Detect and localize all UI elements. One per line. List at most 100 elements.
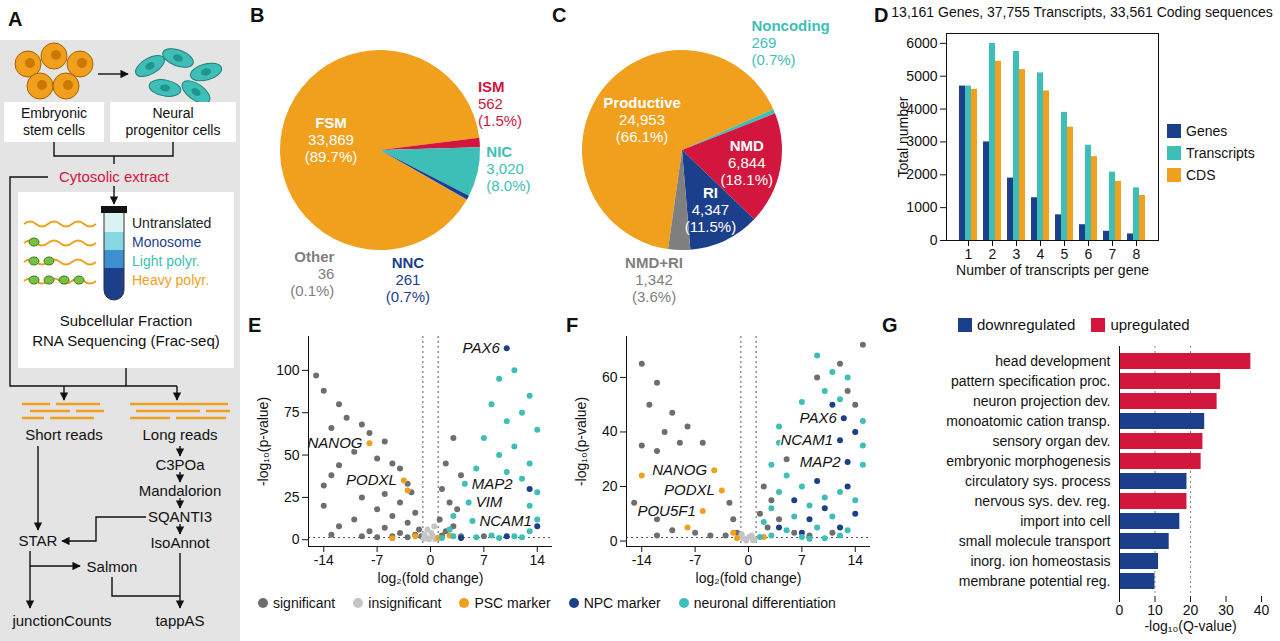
svg-text:tappAS: tappAS (155, 612, 204, 629)
svg-text:5000: 5000 (906, 68, 937, 84)
svg-text:14: 14 (847, 552, 863, 568)
svg-text:40: 40 (602, 423, 618, 439)
svg-text:50: 50 (284, 447, 300, 463)
svg-text:NMD+RI1,342(3.6%): NMD+RI1,342(3.6%) (625, 254, 683, 305)
svg-text:-7: -7 (689, 552, 702, 568)
svg-text:NCAM1: NCAM1 (780, 431, 833, 448)
svg-text:3: 3 (1013, 246, 1021, 262)
svg-text:Total number: Total number (895, 96, 911, 177)
svg-text:MAP2: MAP2 (800, 453, 842, 470)
svg-text:10: 10 (1147, 602, 1163, 618)
svg-text:-14: -14 (314, 552, 334, 568)
svg-text:Heavy polyr.: Heavy polyr. (132, 272, 209, 288)
svg-text:Subcellular Fraction: Subcellular Fraction (60, 312, 193, 329)
svg-text:Cytosolic extract: Cytosolic extract (59, 168, 170, 185)
svg-text:1: 1 (965, 246, 973, 262)
svg-text:NCAM1: NCAM1 (479, 512, 532, 529)
svg-text:Untranslated: Untranslated (132, 215, 211, 231)
svg-text:Other36(0.1%): Other36(0.1%) (290, 248, 334, 299)
svg-text:-log₁₀(p-value): -log₁₀(p-value) (255, 397, 271, 486)
svg-text:8: 8 (1133, 246, 1141, 262)
svg-text:6000: 6000 (906, 35, 937, 51)
html-text:D13,161 Genes, 37,755 Transcri: D13,161 Genes, 37,755 Transcripts, 33,56… (874, 4, 1273, 26)
svg-text:Monosome: Monosome (132, 234, 201, 250)
svg-text:Neural: Neural (152, 105, 193, 121)
svg-text:VIM: VIM (476, 493, 503, 510)
svg-text:PAX6: PAX6 (463, 339, 501, 356)
svg-text:0: 0 (427, 552, 435, 568)
svg-text:stem cells: stem cells (23, 122, 85, 138)
svg-text:nervous sys. dev. reg.: nervous sys. dev. reg. (975, 493, 1111, 509)
svg-text:junctionCounts: junctionCounts (11, 612, 111, 629)
svg-text:IsoAnnot: IsoAnnot (150, 534, 210, 551)
svg-text:NANOG: NANOG (307, 434, 362, 451)
svg-text:4: 4 (1037, 246, 1045, 262)
svg-text:30: 30 (1218, 602, 1234, 618)
svg-text:import into cell: import into cell (1020, 513, 1110, 529)
svg-text:40: 40 (1254, 602, 1270, 618)
svg-text:MAP2: MAP2 (472, 475, 514, 492)
svg-text:Productive24,953(66.1%): Productive24,953(66.1%) (603, 94, 681, 145)
svg-text:embryonic morphogenesis: embryonic morphogenesis (946, 453, 1110, 469)
svg-text:-log₁₀(Q-value): -log₁₀(Q-value) (1144, 618, 1236, 634)
svg-text:NMD6,844(18.1%): NMD6,844(18.1%) (720, 137, 773, 188)
svg-text:Short reads: Short reads (25, 426, 103, 443)
svg-text:ISM562(1.5%): ISM562(1.5%) (478, 78, 522, 129)
svg-text:NANOG: NANOG (652, 461, 707, 478)
svg-text:0: 0 (292, 531, 300, 547)
svg-text:RI4,347(11.5%): RI4,347(11.5%) (685, 184, 736, 235)
svg-text:7: 7 (480, 552, 488, 568)
svg-text:-14: -14 (632, 552, 652, 568)
svg-text:-7: -7 (371, 552, 384, 568)
svg-text:sensory organ dev.: sensory organ dev. (992, 433, 1110, 449)
svg-text:SQANTI3: SQANTI3 (148, 508, 212, 525)
svg-text:Light polyr.: Light polyr. (132, 253, 200, 269)
svg-text:Number of transcripts per gene: Number of transcripts per gene (956, 262, 1149, 278)
svg-text:C3POa: C3POa (155, 456, 205, 473)
svg-text:small molecule transport: small molecule transport (959, 533, 1111, 549)
svg-text:7: 7 (1109, 246, 1117, 262)
svg-text:circulatory sys. process: circulatory sys. process (965, 473, 1110, 489)
svg-text:2: 2 (989, 246, 997, 262)
svg-text:100: 100 (276, 362, 300, 378)
svg-text:RNA Sequencing (Frac-seq): RNA Sequencing (Frac-seq) (32, 332, 220, 349)
svg-text:0: 0 (1116, 602, 1124, 618)
svg-text:14: 14 (529, 552, 545, 568)
svg-text:0: 0 (745, 552, 753, 568)
svg-text:Noncoding269(0.7%): Noncoding269(0.7%) (751, 17, 829, 68)
svg-text:STAR: STAR (19, 532, 58, 549)
svg-text:Embryonic: Embryonic (21, 105, 87, 121)
svg-text:6: 6 (1085, 246, 1093, 262)
svg-text:5: 5 (1061, 246, 1069, 262)
svg-text:membrane potential reg.: membrane potential reg. (959, 573, 1111, 589)
svg-text:head development: head development (995, 353, 1110, 369)
svg-text:POU5F1: POU5F1 (637, 502, 695, 519)
svg-text:7: 7 (798, 552, 806, 568)
svg-text:NIC3,020(8.0%): NIC3,020(8.0%) (486, 143, 530, 194)
svg-text:inorg. ion homeostasis: inorg. ion homeostasis (970, 553, 1110, 569)
svg-text:progenitor cells: progenitor cells (126, 122, 221, 138)
svg-text:neuron projection dev.: neuron projection dev. (973, 393, 1111, 409)
svg-text:log₂(fold change): log₂(fold change) (378, 570, 484, 586)
svg-text:-log₁₀(p-value): -log₁₀(p-value) (573, 397, 589, 486)
svg-text:Long reads: Long reads (142, 426, 217, 443)
svg-text:log₂(fold change): log₂(fold change) (696, 570, 802, 586)
svg-text:Mandalorion: Mandalorion (139, 482, 222, 499)
svg-text:NNC261(0.7%): NNC261(0.7%) (386, 254, 430, 305)
svg-text:60: 60 (602, 369, 618, 385)
svg-text:A: A (8, 8, 22, 30)
svg-text:0: 0 (610, 533, 618, 549)
svg-text:FSM33,869(89.7%): FSM33,869(89.7%) (305, 114, 358, 165)
svg-text:PAX6: PAX6 (800, 409, 838, 426)
svg-text:PODXL: PODXL (346, 471, 397, 488)
svg-text:pattern specification proc.: pattern specification proc. (951, 373, 1111, 389)
svg-text:1000: 1000 (906, 199, 937, 215)
svg-text:20: 20 (602, 478, 618, 494)
svg-text:monoatomic cation transp.: monoatomic cation transp. (946, 413, 1110, 429)
svg-text:75: 75 (284, 404, 300, 420)
svg-text:Salmon: Salmon (87, 558, 138, 575)
svg-text:0: 0 (930, 232, 938, 248)
svg-text:25: 25 (284, 489, 300, 505)
svg-text:20: 20 (1183, 602, 1199, 618)
svg-text:PODXL: PODXL (664, 481, 715, 498)
